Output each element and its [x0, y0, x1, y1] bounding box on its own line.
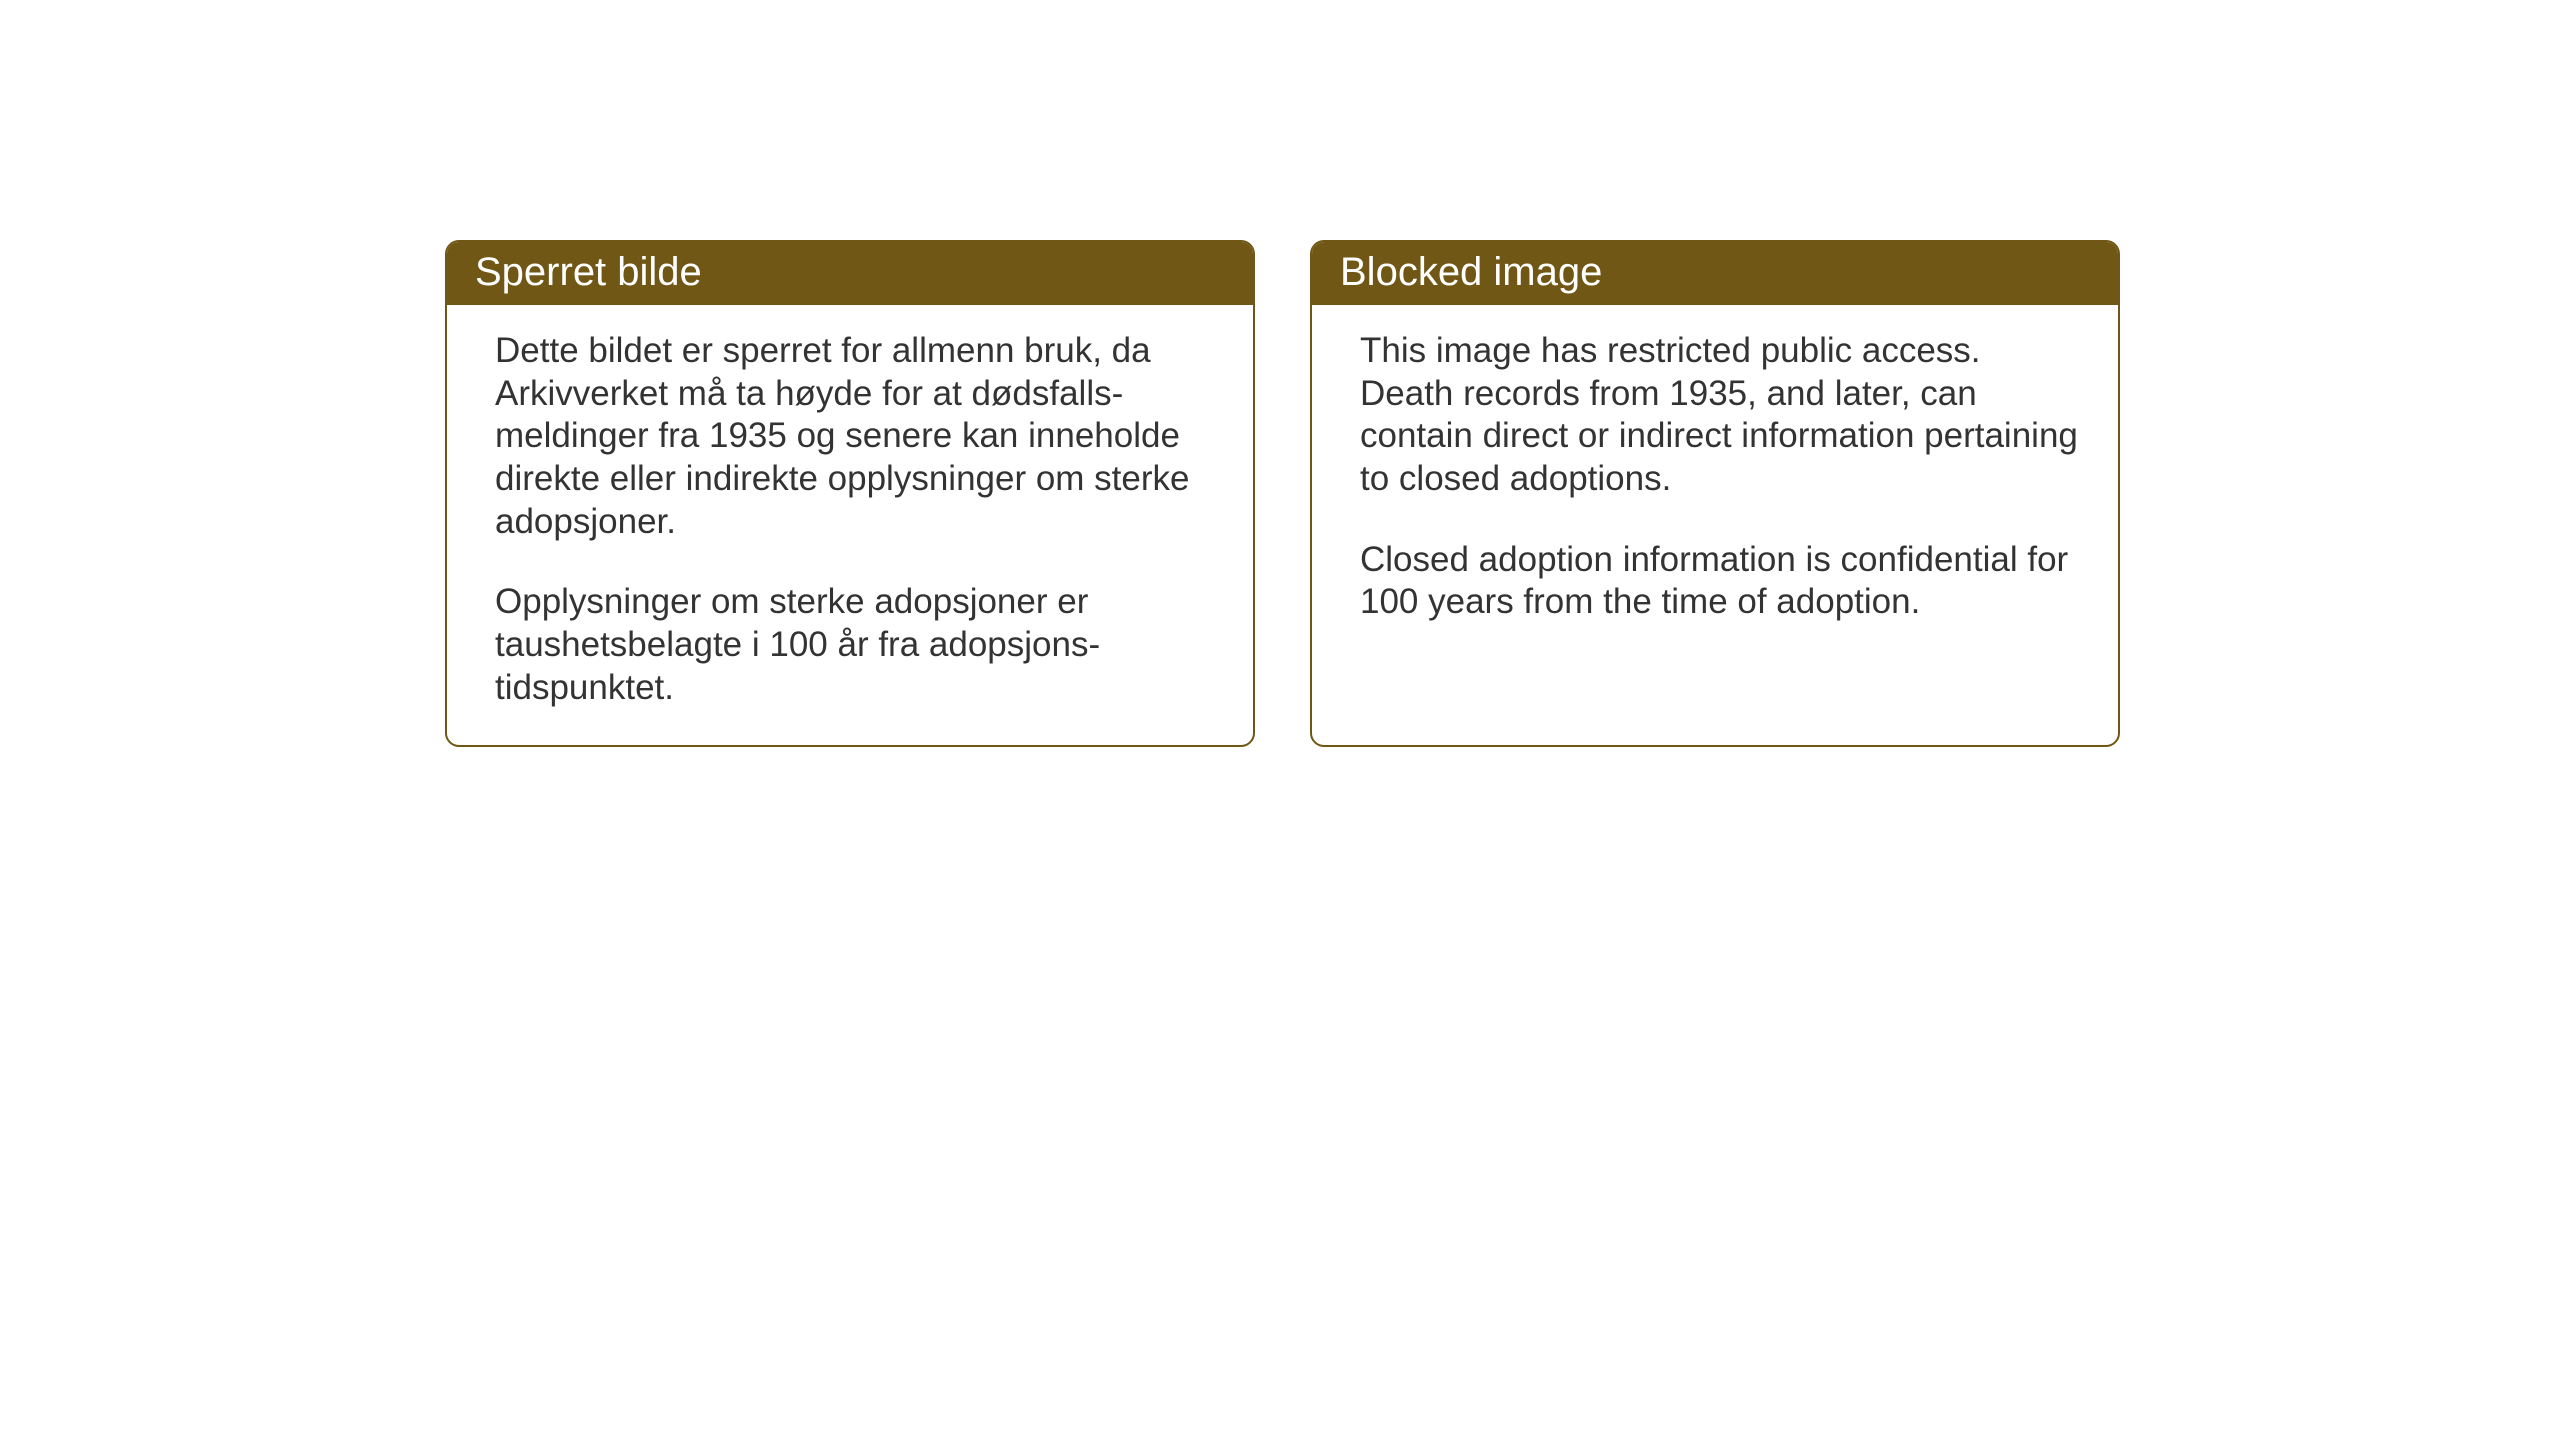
card-norwegian: Sperret bilde Dette bildet er sperret fo… — [445, 240, 1255, 747]
cards-container: Sperret bilde Dette bildet er sperret fo… — [445, 240, 2120, 747]
card-body-norwegian: Dette bildet er sperret for allmenn bruk… — [447, 305, 1253, 745]
card-paragraph-1-english: This image has restricted public access.… — [1360, 330, 2078, 501]
card-paragraph-2-norwegian: Opplysninger om sterke adopsjoner er tau… — [495, 581, 1213, 709]
card-body-english: This image has restricted public access.… — [1312, 305, 2118, 659]
card-header-english: Blocked image — [1312, 242, 2118, 305]
card-paragraph-2-english: Closed adoption information is confident… — [1360, 539, 2078, 624]
card-english: Blocked image This image has restricted … — [1310, 240, 2120, 747]
card-title-norwegian: Sperret bilde — [475, 250, 702, 294]
card-paragraph-1-norwegian: Dette bildet er sperret for allmenn bruk… — [495, 330, 1213, 543]
card-header-norwegian: Sperret bilde — [447, 242, 1253, 305]
card-title-english: Blocked image — [1340, 250, 1602, 294]
